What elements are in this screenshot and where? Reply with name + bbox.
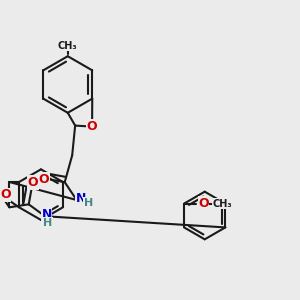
Text: O: O xyxy=(87,120,98,133)
Text: CH₃: CH₃ xyxy=(212,199,232,208)
Text: CH₃: CH₃ xyxy=(58,41,78,51)
Text: N: N xyxy=(76,192,86,205)
Text: O: O xyxy=(0,188,11,201)
Text: H: H xyxy=(84,198,93,208)
Text: H: H xyxy=(44,218,53,228)
Text: O: O xyxy=(198,197,209,210)
Text: O: O xyxy=(39,173,49,186)
Text: N: N xyxy=(41,208,52,221)
Text: O: O xyxy=(28,176,38,189)
